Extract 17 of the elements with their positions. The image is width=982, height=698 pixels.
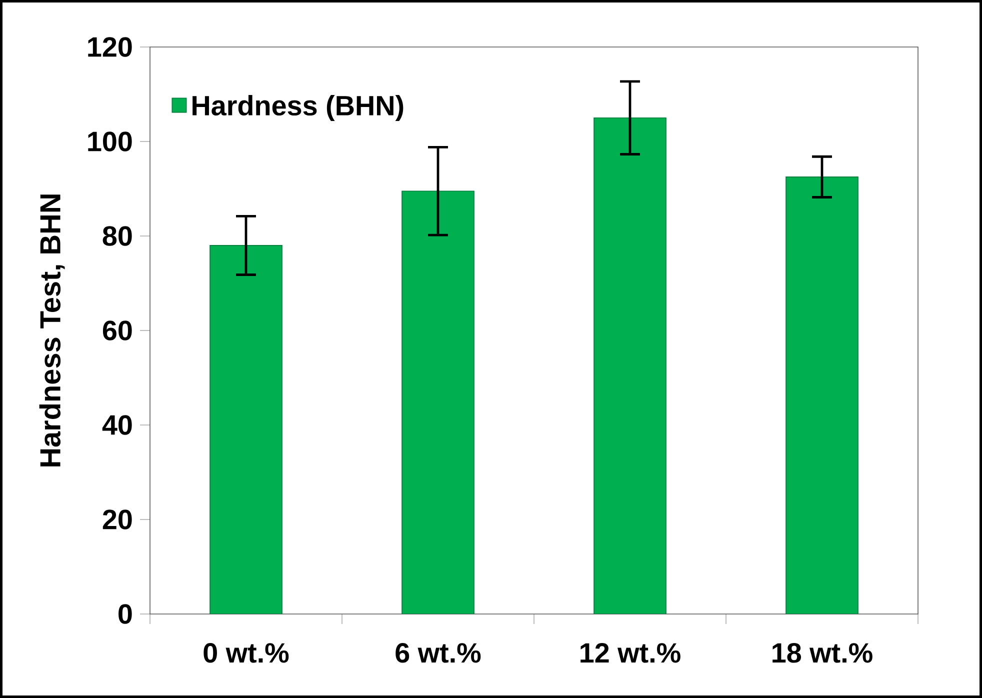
y-tick-label: 20 <box>102 510 132 530</box>
bar <box>594 117 666 614</box>
y-tick-label: 120 <box>88 37 132 57</box>
y-axis-title: Hardness Test, BHN <box>39 194 65 466</box>
y-tick-label: 100 <box>88 132 132 152</box>
bar <box>402 190 474 614</box>
y-tick-label: 80 <box>102 226 132 246</box>
y-tick-label: 40 <box>102 415 132 435</box>
x-tick-label: 0 wt.% <box>204 643 289 663</box>
bar <box>786 176 858 614</box>
y-tick-label: 0 <box>118 604 132 624</box>
legend-label: Hardness (BHN) <box>192 95 404 122</box>
x-tick-label: 18 wt.% <box>772 643 872 663</box>
bar <box>210 245 282 614</box>
x-tick-label: 6 wt.% <box>396 643 481 663</box>
x-tick-label: 12 wt.% <box>580 643 680 663</box>
y-tick-label: 60 <box>102 320 132 340</box>
